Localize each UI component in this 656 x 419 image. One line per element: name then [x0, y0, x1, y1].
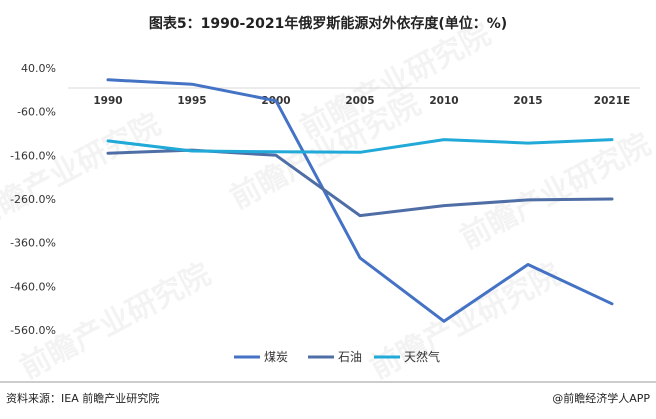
y-tick-label: -60.0%: [17, 106, 56, 119]
series-line-coal: [106, 78, 614, 323]
legend-label-oil: 石油: [338, 350, 362, 364]
series-line-gas: [106, 138, 614, 154]
y-tick-label: -560.0%: [10, 324, 56, 337]
y-tick-label: -260.0%: [10, 193, 56, 206]
x-tick-label: 2005: [345, 95, 374, 107]
x-tick-label: 1995: [177, 95, 206, 107]
y-axis-ticks: 40.0% -60.0% -160.0% -260.0% -360.0% -460.0% -…: [10, 62, 56, 337]
x-tick-label: 1990: [93, 95, 122, 107]
series-lines: [106, 78, 614, 323]
watermark-0: 前瞻产业研究院: [0, 107, 166, 236]
y-tick-label: -360.0%: [10, 237, 56, 250]
legend-label-coal: 煤炭: [264, 350, 288, 364]
y-tick-label: -160.0%: [10, 149, 56, 162]
watermark-4: 前瞻产业研究院: [365, 257, 567, 386]
brand-label: @前瞻经济学人APP: [552, 391, 650, 405]
source-note: 资料来源：IEA 前瞻产业研究院: [6, 391, 159, 405]
watermark-2: 前瞻产业研究院: [455, 127, 656, 256]
watermark-3: 前瞻产业研究院: [15, 257, 217, 386]
legend-label-gas: 天然气: [404, 349, 440, 364]
x-tick-label: 2010: [429, 95, 458, 107]
x-axis-ticks: 1990 1995 2000 2005 2010 2015 2021E: [93, 95, 630, 107]
watermarks: 前瞻产业研究院前瞻产业研究院前瞻产业研究院前瞻产业研究院前瞻产业研究院前瞻产业研…: [0, 17, 656, 386]
y-tick-label: 40.0%: [21, 62, 56, 75]
y-tick-label: -460.0%: [10, 280, 56, 293]
chart-title: 图表5：1990-2021年俄罗斯能源对外依存度(单位：%): [149, 15, 507, 32]
x-tick-label: 2021E: [594, 95, 630, 107]
legend: 煤炭 石油 天然气: [234, 349, 440, 364]
x-tick-label: 2015: [513, 95, 542, 107]
